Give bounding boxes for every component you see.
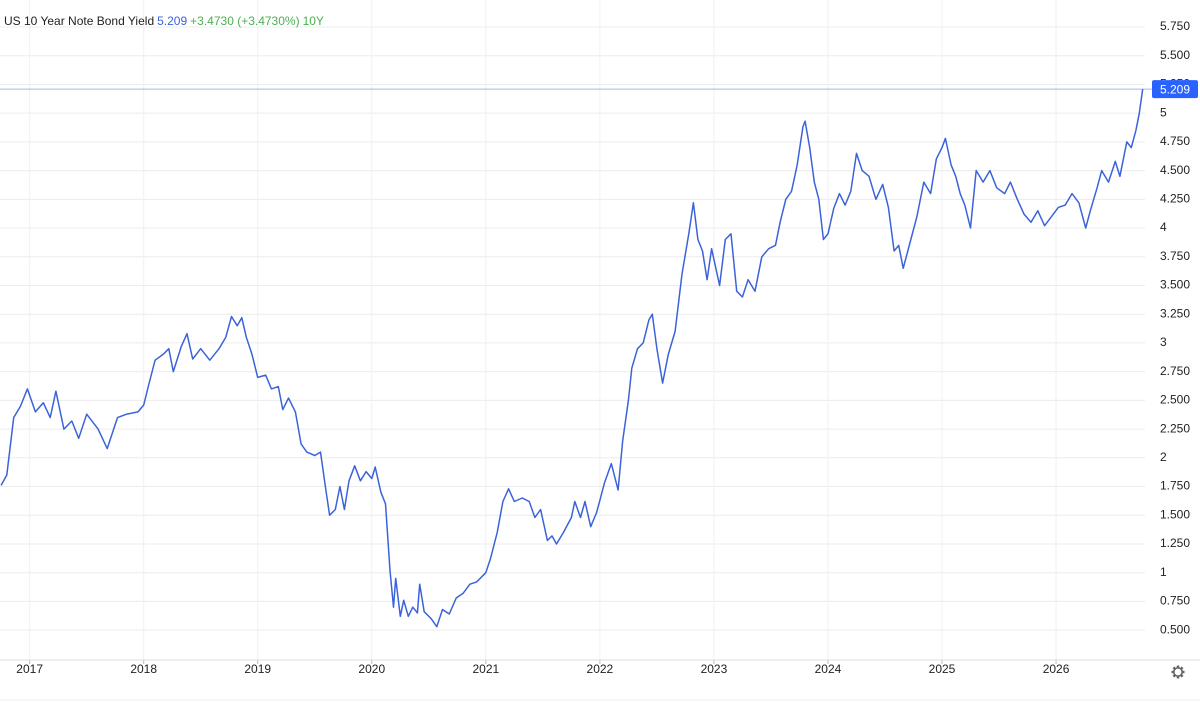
y-tick-label: 5 — [1160, 105, 1167, 119]
y-tick-label: 0.750 — [1160, 594, 1190, 608]
last-value-label: 5.209 — [1160, 82, 1190, 96]
chart-title: US 10 Year Note Bond Yield — [4, 14, 155, 28]
y-tick-label: 1.750 — [1160, 479, 1190, 493]
y-tick-label: 1.500 — [1160, 507, 1190, 521]
y-tick-label: 4.500 — [1160, 163, 1190, 177]
y-tick-label: 3.500 — [1160, 278, 1190, 292]
y-tick-label: 3 — [1160, 335, 1167, 349]
y-tick-label: 1 — [1160, 565, 1167, 579]
x-tick-label: 2024 — [815, 662, 842, 676]
last-value-badge — [1152, 80, 1198, 99]
y-tick-label: 0.500 — [1160, 622, 1190, 636]
y-tick-label: 5.500 — [1160, 48, 1190, 62]
y-tick-label: 2.500 — [1160, 393, 1190, 407]
x-tick-label: 2017 — [16, 662, 43, 676]
y-tick-label: 4.750 — [1160, 134, 1190, 148]
change: +3.4730 (+3.4730%) — [190, 14, 300, 28]
gear-tooth — [1176, 675, 1180, 679]
y-tick-label: 3.250 — [1160, 306, 1190, 320]
period: 10Y — [302, 14, 324, 28]
x-tick-label: 2019 — [244, 662, 271, 676]
settings-icon[interactable] — [1171, 665, 1185, 679]
y-tick-label: 1.250 — [1160, 536, 1190, 550]
last-price: 5.209 — [157, 14, 188, 28]
x-tick-label: 2022 — [587, 662, 614, 676]
y-tick-label: 2 — [1160, 450, 1167, 464]
gear-body — [1173, 667, 1183, 677]
y-tick-label: 4 — [1160, 220, 1167, 234]
x-tick-label: 2025 — [929, 662, 956, 676]
header: US 10 Year Note Bond Yield 5.209 +3.4730 (… — [4, 14, 327, 28]
y-tick-label: 3.750 — [1160, 249, 1190, 263]
y-tick-label: 2.250 — [1160, 421, 1190, 435]
x-tick-label: 2023 — [701, 662, 728, 676]
y-tick-label: 4.250 — [1160, 191, 1190, 205]
x-tick-label: 2018 — [130, 662, 157, 676]
y-tick-label: 2.750 — [1160, 364, 1190, 378]
y-tick-label: 5.750 — [1160, 19, 1190, 33]
gear-tooth — [1176, 665, 1180, 669]
x-tick-label: 2021 — [472, 662, 499, 676]
x-tick-label: 2026 — [1043, 662, 1070, 676]
x-tick-label: 2020 — [358, 662, 385, 676]
line-series — [0, 88, 1144, 628]
